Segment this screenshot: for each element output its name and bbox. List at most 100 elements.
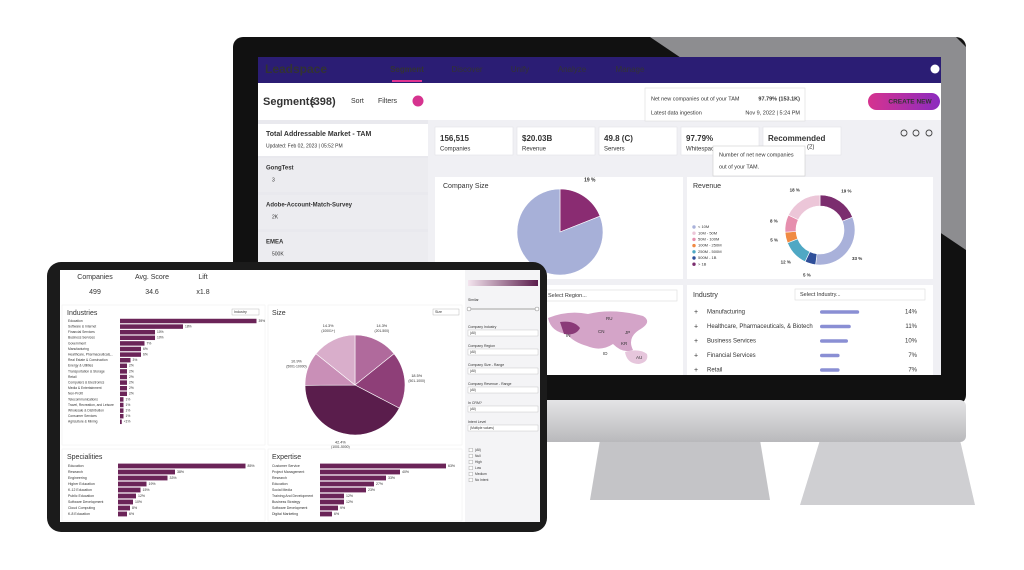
bar (320, 463, 446, 469)
segment-card[interactable] (258, 158, 428, 192)
bar-label: Software Development (68, 500, 103, 504)
filter-select[interactable] (467, 405, 539, 413)
bar-label: Transportation & Storage (68, 369, 105, 373)
slider-handle[interactable] (534, 306, 540, 312)
bar-label: Higher Education (68, 482, 95, 486)
search-button[interactable] (412, 95, 424, 107)
bar (118, 505, 130, 511)
checkbox[interactable] (468, 460, 473, 465)
toolbar-icon[interactable] (900, 129, 908, 137)
legend-label: > 1B (698, 261, 707, 266)
slice-label: 5 % (803, 272, 811, 277)
nav-tab[interactable]: Manage (616, 65, 645, 74)
pie-slice (354, 353, 406, 409)
industry-select[interactable] (794, 288, 926, 301)
checkbox[interactable] (468, 448, 473, 453)
legend-swatch (692, 231, 696, 235)
bar-label: Training And Development (272, 494, 313, 498)
bar-label: K-8 Education (68, 512, 90, 516)
stand-base (800, 440, 975, 505)
bar-value: 38% (177, 470, 184, 474)
bar-label: Research (68, 470, 83, 474)
kpi-label: Avg. Score (135, 274, 169, 281)
kpi-label: Whitespace (686, 147, 718, 153)
slice-label: 12 % (781, 259, 791, 264)
card-title: Company Size (443, 183, 489, 190)
toolbar-icon[interactable] (912, 129, 920, 137)
segment-card[interactable] (258, 195, 428, 229)
bar (320, 493, 344, 499)
nav-tab[interactable]: Unify (511, 65, 529, 74)
map-label: CN (598, 329, 605, 334)
segment-card[interactable] (258, 232, 428, 266)
slice-range: (5001-10000) (286, 365, 306, 369)
legend-label: < 10M (698, 224, 709, 229)
sort-button[interactable]: Sort (351, 98, 364, 105)
slice-label: 14.3% (323, 324, 334, 328)
filter-label: In CRM? (468, 401, 482, 405)
bar-value: 1% (126, 403, 131, 407)
card-title: Industries (67, 310, 98, 317)
bar-value: 2% (129, 375, 134, 379)
bar-value: 6% (143, 352, 148, 356)
bar (120, 419, 122, 425)
map-land (560, 321, 580, 335)
toolbar-icon[interactable] (925, 129, 933, 137)
kpi-card (434, 126, 514, 156)
map-label: JP (625, 330, 630, 335)
create-button[interactable] (868, 93, 940, 110)
nav-tab[interactable]: Analyze (558, 65, 587, 74)
kpi-label: Revenue (522, 147, 547, 153)
pie-slice (315, 334, 356, 386)
profile-icon[interactable] (930, 64, 940, 74)
checkbox[interactable] (468, 472, 473, 477)
industries-select[interactable] (231, 308, 260, 316)
bar-value: 10% (157, 330, 164, 334)
industry-bar (820, 368, 840, 372)
nav-tab[interactable]: Segment (390, 65, 424, 74)
expand-icon: + (694, 352, 698, 359)
bar-value: 40% (402, 470, 409, 474)
segment-card[interactable] (258, 124, 428, 156)
card-title: Size (272, 310, 286, 317)
filter-select[interactable] (467, 329, 539, 337)
filter-select[interactable] (467, 367, 539, 375)
pie-slice (559, 188, 601, 233)
checkbox[interactable] (468, 478, 473, 483)
slice-label: 18 % (790, 188, 800, 193)
map-label: IN (566, 333, 571, 338)
active-tab-underline (392, 80, 422, 82)
slider-handle[interactable] (466, 306, 472, 312)
slice-label: 33 % (852, 256, 862, 261)
card-title: Revenue (693, 183, 721, 190)
bar-label: Engineering (68, 476, 87, 480)
bar (120, 335, 155, 341)
pie-slice (787, 194, 821, 221)
size-select[interactable] (432, 308, 460, 316)
map-label: ID (603, 351, 608, 356)
bar-value: 2% (129, 380, 134, 384)
filter-value: (Multiple values) (470, 426, 494, 430)
bar-value: 1% (126, 414, 131, 418)
checkbox[interactable] (468, 466, 473, 471)
filter-label: Company Region (468, 344, 495, 348)
bar-label: Government (68, 341, 86, 345)
slice-label: 14.3% (376, 324, 387, 328)
filter-select[interactable] (467, 424, 539, 432)
legend-swatch (692, 256, 696, 260)
checkbox[interactable] (468, 454, 473, 459)
filter-select[interactable] (467, 348, 539, 356)
bar-value: 10% (157, 336, 164, 340)
bar-label: Wholesale & Distribution (68, 408, 104, 412)
bar (120, 318, 257, 324)
filters-button[interactable]: Filters (378, 98, 398, 105)
filter-select[interactable] (467, 386, 539, 394)
filter-value: (All) (470, 407, 476, 411)
tooltip (644, 87, 806, 122)
bar (120, 363, 127, 369)
nav-bar (258, 57, 941, 83)
bar (120, 374, 127, 380)
expand-icon: + (694, 309, 698, 316)
slice-range: (501-1000) (408, 379, 425, 383)
nav-tab[interactable]: Discover (451, 65, 482, 74)
